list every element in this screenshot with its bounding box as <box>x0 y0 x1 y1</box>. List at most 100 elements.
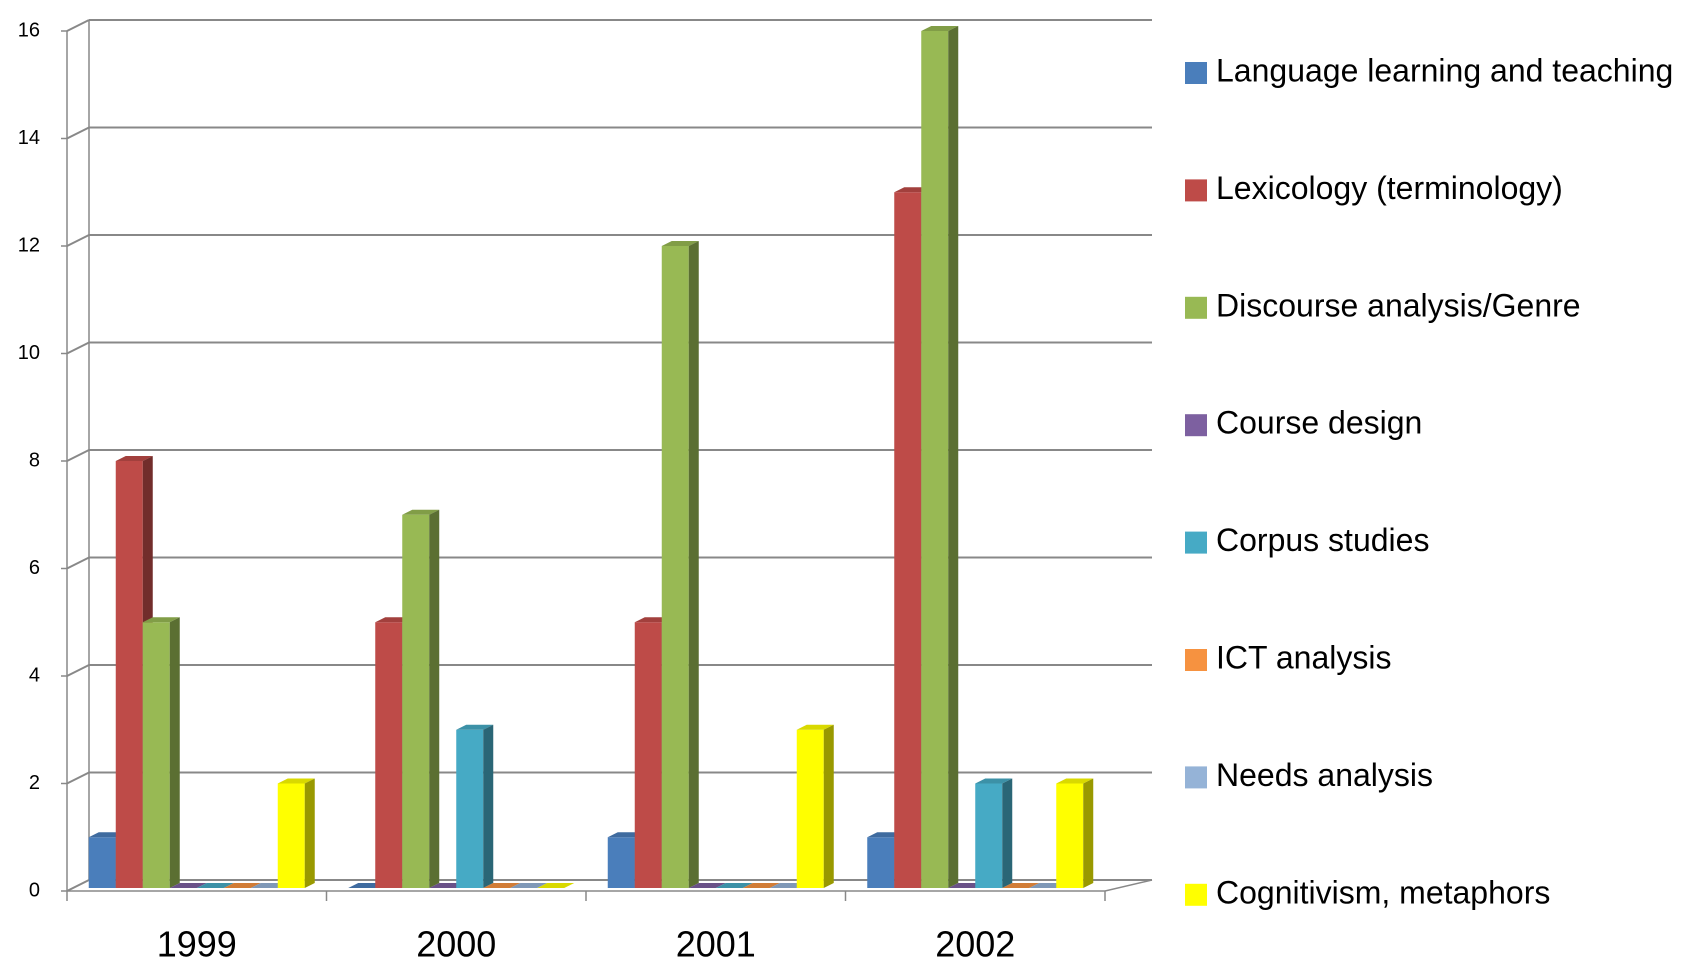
legend-label: ICT analysis <box>1216 639 1391 675</box>
bar-front <box>894 192 922 888</box>
y-tick-label: 14 <box>18 127 40 149</box>
legend-label: Course design <box>1216 405 1422 441</box>
bar <box>456 724 494 888</box>
bar-front <box>796 729 824 888</box>
bar-side <box>483 724 494 888</box>
legend-swatch <box>1185 296 1207 319</box>
bar-front <box>115 461 143 888</box>
legend-label: Language learning and teaching <box>1216 52 1673 88</box>
bar-top <box>510 883 548 888</box>
bar <box>223 883 261 888</box>
bar <box>742 883 780 888</box>
grid-line <box>66 126 90 140</box>
y-tick-label: 6 <box>29 557 40 579</box>
bar-top <box>537 883 575 888</box>
bar <box>402 509 440 888</box>
bar-side <box>304 778 315 888</box>
grid-line <box>66 449 90 462</box>
bar-front <box>456 729 484 888</box>
grid-line <box>66 664 90 677</box>
bar-top <box>196 883 234 888</box>
bar-side <box>429 509 440 888</box>
bar-front <box>402 514 430 888</box>
bar <box>661 241 699 888</box>
bar-top <box>277 778 315 784</box>
bar <box>715 883 753 888</box>
bar <box>510 883 548 888</box>
bar-top <box>142 617 180 623</box>
y-tick-label: 12 <box>18 234 40 256</box>
bar-side <box>1083 778 1094 888</box>
bar-side <box>169 617 180 888</box>
bar-front <box>142 622 170 888</box>
bar-front <box>88 837 116 888</box>
x-tick-label: 2002 <box>935 924 1015 964</box>
legend-swatch <box>1185 62 1207 84</box>
grid-line <box>66 234 90 247</box>
bar <box>142 617 180 888</box>
bar-top <box>1002 883 1040 888</box>
bar-front <box>921 31 949 888</box>
bar <box>1002 883 1040 888</box>
bar <box>1056 778 1094 888</box>
legend-swatch <box>1185 766 1207 789</box>
bar <box>796 724 834 888</box>
bar-top <box>715 883 753 888</box>
bar <box>169 883 207 888</box>
bar <box>196 883 234 888</box>
legend-label: Discourse analysis/Genre <box>1216 287 1581 323</box>
bar-top <box>402 509 440 515</box>
bar-top <box>223 883 261 888</box>
y-tick-label: 2 <box>29 772 40 794</box>
y-tick-label: 0 <box>29 879 40 901</box>
legend-label: Cognitivism, metaphors <box>1216 874 1550 910</box>
bar-front <box>867 837 895 888</box>
x-tick-label: 2001 <box>676 924 756 964</box>
y-tick-label: 16 <box>18 19 40 41</box>
bar-top <box>456 724 494 730</box>
y-tick-label: 4 <box>29 664 40 686</box>
legend-label: Needs analysis <box>1216 757 1433 793</box>
bar-front <box>277 783 305 888</box>
bar-side <box>1002 778 1013 888</box>
grid-line <box>66 771 90 785</box>
bar <box>688 883 726 888</box>
grid-line <box>66 341 90 355</box>
legend-label: Lexicology (terminology) <box>1216 170 1563 206</box>
bar-top <box>1056 778 1094 784</box>
bar-front <box>375 622 403 888</box>
bar-side <box>823 724 834 888</box>
bar-top <box>921 26 959 31</box>
x-tick-label: 2000 <box>416 924 496 964</box>
grid-line <box>66 556 90 570</box>
grid-line <box>66 19 90 32</box>
bar-top <box>661 241 699 246</box>
legend-swatch <box>1185 414 1207 437</box>
bar-front <box>607 837 635 888</box>
bar-side <box>948 26 959 888</box>
bar-front <box>634 622 662 888</box>
y-tick-label: 8 <box>29 449 40 471</box>
bar <box>921 26 959 888</box>
legend-swatch <box>1185 649 1207 671</box>
legend-swatch <box>1185 179 1207 202</box>
bar <box>975 778 1013 888</box>
bar-top <box>115 456 153 461</box>
y-tick-label: 10 <box>18 342 40 364</box>
bar-top <box>483 883 521 888</box>
bar-top <box>742 883 780 888</box>
bar <box>277 778 315 888</box>
grid-line <box>66 879 90 892</box>
legend-swatch <box>1185 531 1207 554</box>
bar <box>537 883 575 888</box>
bar-front <box>661 246 689 888</box>
bar <box>115 456 153 888</box>
bar-front <box>975 783 1003 888</box>
legend-swatch <box>1185 883 1207 906</box>
bar <box>483 883 521 888</box>
x-tick-label: 1999 <box>157 924 237 964</box>
bar-side <box>688 241 699 888</box>
bar-top <box>688 883 726 888</box>
bar-front <box>1056 783 1084 888</box>
